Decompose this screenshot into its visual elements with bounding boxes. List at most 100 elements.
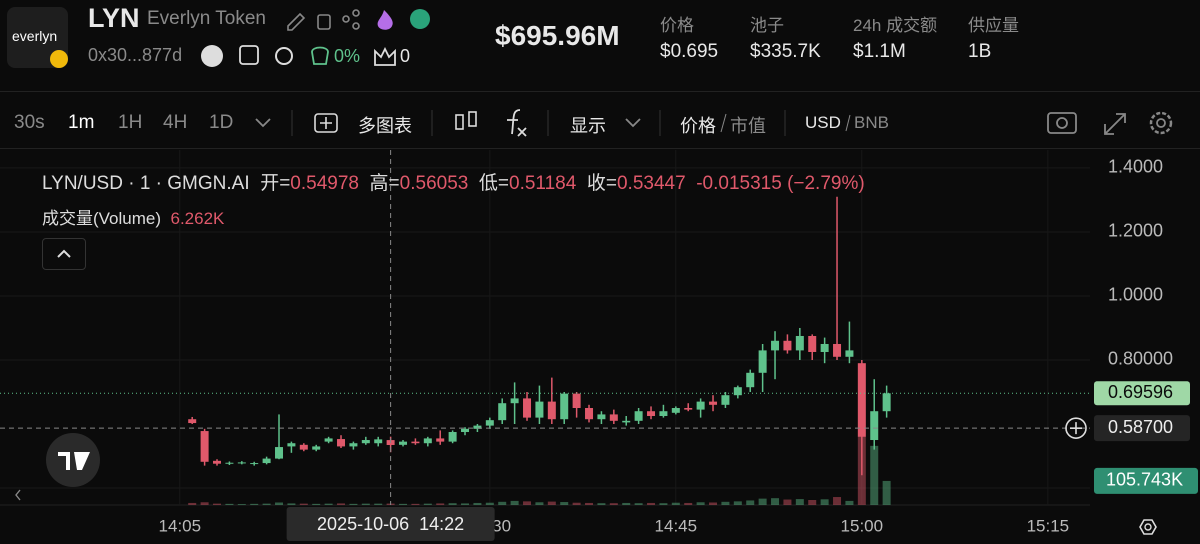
chart-title: LYN/USD · 1 · GMGN.AI: [42, 173, 250, 194]
candle-body: [696, 401, 705, 410]
candle-body: [337, 439, 346, 447]
note-icon[interactable]: [239, 45, 259, 65]
settings-icon[interactable]: [1149, 111, 1173, 135]
interval[interactable]: 4H: [163, 112, 188, 133]
add-icon: [320, 117, 332, 129]
y-tick-label: 1.2000: [1108, 221, 1163, 241]
volume-bar: [659, 503, 668, 505]
collapse-button[interactable]: [42, 238, 86, 270]
toolbar-icons: [255, 109, 1173, 137]
display[interactable]: 显示: [570, 116, 606, 136]
usd-toggle[interactable]: USD: [805, 113, 841, 132]
stat-value: $335.7K: [750, 41, 821, 62]
volume-bar: [597, 503, 606, 505]
candle-body: [634, 411, 643, 421]
volume-bar: [560, 502, 569, 505]
candle-body: [622, 420, 631, 423]
token-name: Everlyn Token: [147, 8, 266, 29]
flame-icon[interactable]: [377, 10, 393, 30]
expand-icon[interactable]: [1104, 113, 1126, 135]
multi-chart[interactable]: 多图表: [358, 116, 412, 136]
chevron[interactable]: [625, 118, 641, 128]
settings-hex: [1139, 519, 1157, 535]
stat-value: $1.1M: [853, 41, 906, 62]
candle-body: [671, 408, 680, 413]
slash: [720, 113, 727, 133]
volume-bar: [523, 501, 532, 505]
volume-bar: [498, 501, 507, 505]
settings-icon: [1156, 118, 1166, 128]
stat-value: 1B: [968, 41, 992, 62]
volume-bar: [547, 501, 556, 505]
volume-bar: [535, 502, 544, 505]
logo[interactable]: everlyn: [7, 7, 68, 68]
candle-body: [361, 440, 370, 444]
share-icon[interactable]: [342, 15, 350, 23]
candle-icon: [468, 111, 477, 127]
stat-label: 供应量: [968, 16, 1019, 35]
candle-body: [808, 335, 817, 352]
crosshair-x-label: 2025-10-06 14:22: [317, 514, 464, 534]
volume-bar: [634, 503, 643, 505]
candle-body: [870, 411, 879, 441]
tether-icon[interactable]: [410, 9, 430, 29]
edit-icon[interactable]: [287, 12, 306, 31]
token-icons: [287, 9, 430, 31]
address[interactable]: 0x30...877d: [88, 45, 183, 65]
volume-bar: [795, 499, 804, 505]
fx-icon[interactable]: [507, 109, 527, 137]
candle-body: [498, 403, 507, 421]
search-icon[interactable]: [275, 47, 293, 65]
chart-legend: LYN/USD · 1 · GMGN.AI 开=0.54978 高=0.5605…: [42, 168, 865, 229]
volume-bar: [845, 500, 854, 505]
interval[interactable]: 1H: [118, 112, 143, 133]
x-tick-label: 15:15: [1027, 516, 1070, 535]
volume-bar: [262, 503, 271, 505]
candle-body: [857, 363, 866, 437]
candle-body: [783, 340, 792, 351]
stat-value: $0.695: [660, 41, 719, 62]
interval[interactable]: 1D: [209, 112, 234, 133]
candle-body: [572, 393, 581, 409]
candle-body: [647, 411, 656, 417]
crosshair-y-box: [1094, 415, 1190, 442]
candle-body: [597, 414, 606, 420]
interval[interactable]: 1m: [68, 112, 95, 133]
copy-icon[interactable]: [317, 14, 331, 30]
price-toggle[interactable]: 价格: [680, 116, 716, 136]
interval[interactable]: 30s: [14, 112, 45, 133]
chevron[interactable]: [255, 118, 271, 128]
candle-body: [411, 441, 420, 444]
candle-body: [349, 443, 358, 447]
volume-bar: [647, 502, 656, 505]
legend-value: 0.53447: [616, 173, 686, 194]
volume-bar: [399, 503, 408, 505]
candle-body: [820, 343, 829, 352]
candle-body: [845, 350, 854, 357]
candle-body: [287, 443, 296, 447]
candle-body: [188, 419, 197, 424]
add-icon[interactable]: [314, 113, 338, 133]
candle-icon[interactable]: [455, 114, 464, 130]
stat-label: 价格: [660, 16, 694, 35]
candle-body: [758, 350, 767, 373]
candle-body: [324, 438, 333, 442]
holder-icon[interactable]: [201, 45, 223, 67]
tradingview-logo: [46, 433, 100, 487]
slash: [845, 114, 851, 132]
volume-bar: [622, 502, 631, 505]
market-value-toggle[interactable]: 市值: [730, 116, 766, 136]
volume-value: 6.262K: [170, 209, 225, 228]
volume-bar: [361, 503, 370, 505]
volume-bar: [485, 502, 494, 505]
volume-label-box: [1094, 467, 1198, 494]
bnb-toggle[interactable]: BNB: [854, 113, 889, 132]
camera-icon[interactable]: [1047, 112, 1077, 134]
volume-bar: [870, 445, 879, 505]
volume-bar: [833, 497, 842, 505]
add-alert-button[interactable]: [1065, 417, 1087, 439]
volume-bar: [510, 500, 519, 505]
last-price-label: 0.69596: [1108, 382, 1173, 402]
